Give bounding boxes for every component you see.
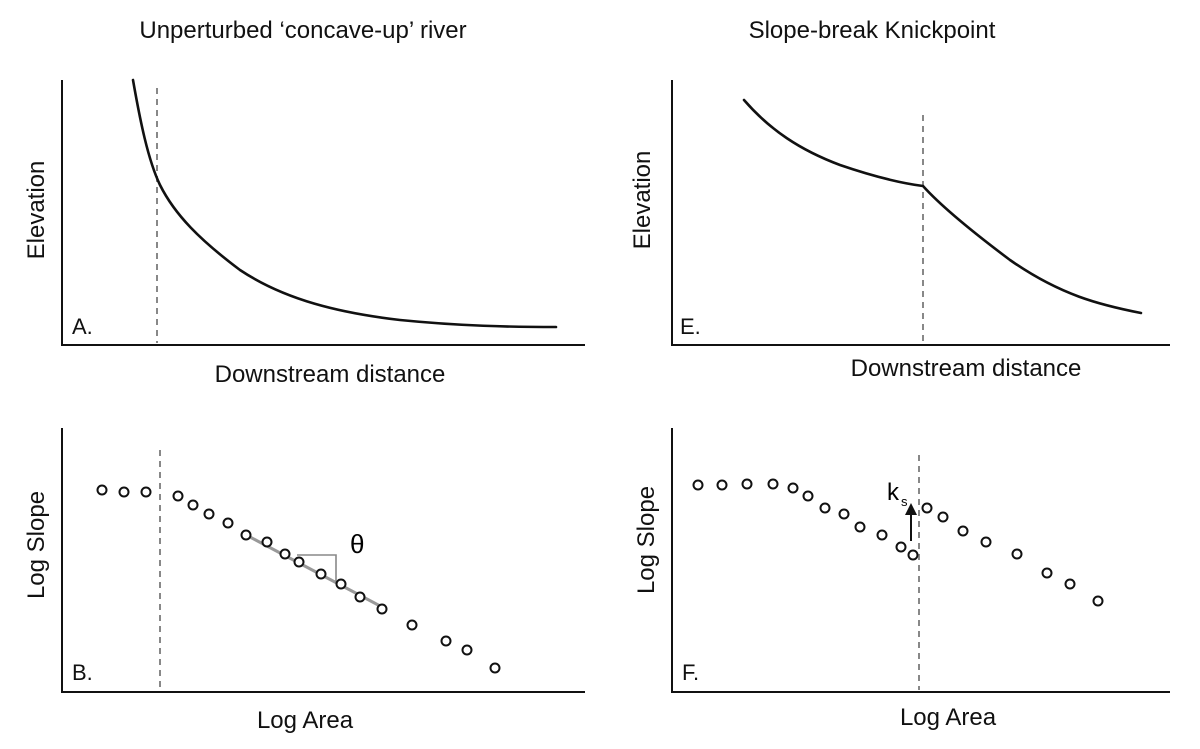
- panel-b-point: [315, 568, 327, 580]
- panel-f-point: [741, 478, 753, 490]
- panel-f-point: [980, 536, 992, 548]
- panel-a-xlabel: Downstream distance: [215, 361, 446, 388]
- panel-b-point: [96, 484, 108, 496]
- panel-b-point: [406, 619, 418, 631]
- panel-f-axes: [671, 428, 1170, 693]
- panel-f-point: [876, 529, 888, 541]
- panel-f-point: [1064, 578, 1076, 590]
- panel-a: A. Downstream distance Elevation: [23, 78, 585, 388]
- panel-b-point: [489, 662, 501, 674]
- panel-f-ks-label: k: [887, 479, 900, 506]
- panel-f-point: [854, 521, 866, 533]
- panel-f-point: [692, 479, 704, 491]
- panel-f: k s F. Log Area Log Slope: [633, 428, 1170, 731]
- panel-f-point: [802, 490, 814, 502]
- panel-b-point: [440, 635, 452, 647]
- panel-f-point: [921, 502, 933, 514]
- panel-b-points: [96, 484, 501, 674]
- panel-b-point: [293, 556, 305, 568]
- panel-f-ylabel: Log Slope: [633, 486, 660, 594]
- panel-f-point: [895, 541, 907, 553]
- panel-f-point: [907, 549, 919, 561]
- panel-f-ks-arrowhead: [905, 503, 917, 515]
- panel-f-point: [1011, 548, 1023, 560]
- panel-f-point: [787, 482, 799, 494]
- title-left: Unperturbed ‘concave-up’ river: [139, 17, 466, 44]
- panel-b-point: [203, 508, 215, 520]
- panel-f-point: [838, 508, 850, 520]
- panel-b: θ B. Log Area Log Slope: [23, 428, 585, 734]
- panel-b-point: [354, 591, 366, 603]
- panel-f-point: [819, 502, 831, 514]
- panel-f-point: [1092, 595, 1104, 607]
- panel-b-letter: B.: [72, 660, 93, 685]
- panel-e-letter: E.: [680, 314, 701, 339]
- panel-b-point: [172, 490, 184, 502]
- panel-f-point: [716, 479, 728, 491]
- panel-e-xlabel: Downstream distance: [851, 355, 1082, 382]
- panel-b-point: [187, 499, 199, 511]
- panel-b-point: [261, 536, 273, 548]
- panel-b-point: [118, 486, 130, 498]
- panel-f-points: [692, 478, 1104, 607]
- panel-b-ylabel: Log Slope: [23, 491, 50, 599]
- panel-b-point: [279, 548, 291, 560]
- panel-e-ylabel: Elevation: [629, 151, 656, 250]
- title-right: Slope-break Knickpoint: [749, 17, 996, 44]
- panel-b-axes: [61, 428, 585, 693]
- panel-f-point: [767, 478, 779, 490]
- panel-e-profile-curve: [742, 98, 1143, 315]
- panel-f-ks-subscript: s: [901, 494, 908, 509]
- panel-a-profile-curve: [131, 78, 558, 329]
- panel-e: E. Downstream distance Elevation: [629, 80, 1170, 382]
- panel-b-point: [240, 529, 252, 541]
- panel-a-axes: [61, 80, 585, 346]
- panel-f-xlabel: Log Area: [900, 704, 997, 731]
- panel-a-ylabel: Elevation: [23, 161, 50, 260]
- panel-b-point: [140, 486, 152, 498]
- panel-a-letter: A.: [72, 314, 93, 339]
- panel-b-theta-label: θ: [350, 529, 364, 559]
- panel-b-xlabel: Log Area: [257, 707, 354, 734]
- panel-b-point: [222, 517, 234, 529]
- panel-f-point: [957, 525, 969, 537]
- panel-f-point: [937, 511, 949, 523]
- panel-b-point: [376, 603, 388, 615]
- panel-b-point: [335, 578, 347, 590]
- panel-b-point: [461, 644, 473, 656]
- panel-f-point: [1041, 567, 1053, 579]
- panel-e-axes: [671, 80, 1170, 346]
- panel-b-slope-triangle: [297, 554, 337, 583]
- panel-f-letter: F.: [682, 660, 699, 685]
